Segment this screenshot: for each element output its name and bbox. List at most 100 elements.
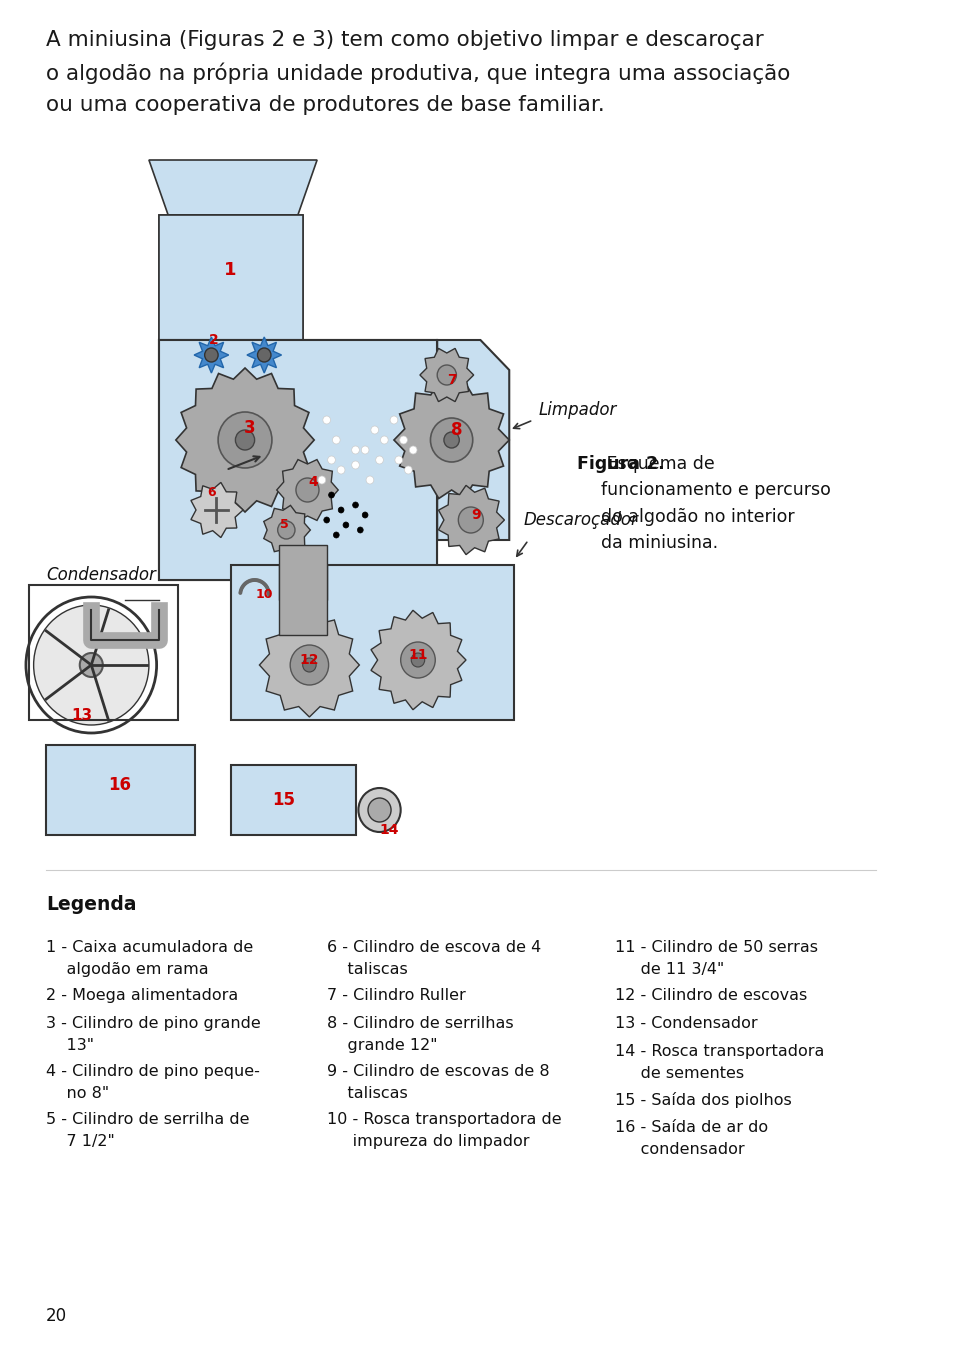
Polygon shape [191,482,243,538]
Circle shape [238,591,242,595]
Circle shape [264,584,268,588]
Circle shape [352,503,358,508]
Circle shape [240,587,244,591]
Text: 12 - Cilindro de escovas: 12 - Cilindro de escovas [615,987,807,1002]
Circle shape [399,436,407,444]
Circle shape [357,527,363,533]
FancyBboxPatch shape [158,340,437,580]
Circle shape [318,475,325,484]
Circle shape [267,590,271,594]
Circle shape [247,579,251,583]
FancyBboxPatch shape [230,765,355,835]
Circle shape [254,577,258,582]
Text: 2 - Moega alimentadora: 2 - Moega alimentadora [46,987,238,1002]
Text: 5 - Cilindro de serrilha de
    7 1/2": 5 - Cilindro de serrilha de 7 1/2" [46,1111,250,1148]
Circle shape [395,456,402,464]
Text: 1: 1 [225,262,237,279]
Text: 6: 6 [207,485,216,498]
Circle shape [390,415,397,424]
Circle shape [430,418,472,462]
Text: 15 - Saída dos piolhos: 15 - Saída dos piolhos [615,1092,792,1109]
Text: 8 - Cilindro de serrilhas
    grande 12": 8 - Cilindro de serrilhas grande 12" [326,1016,514,1053]
Circle shape [324,518,329,523]
Text: 6 - Cilindro de escova de 4
    taliscas: 6 - Cilindro de escova de 4 taliscas [326,940,540,977]
Circle shape [257,349,271,362]
Polygon shape [259,613,359,716]
FancyBboxPatch shape [278,545,326,635]
Text: 7: 7 [446,373,456,387]
Circle shape [244,582,248,586]
Text: 11 - Cilindro de 50 serras
     de 11 3/4": 11 - Cilindro de 50 serras de 11 3/4" [615,940,818,977]
Circle shape [80,652,103,677]
Circle shape [260,580,264,584]
Polygon shape [437,340,509,539]
Circle shape [267,592,271,597]
Circle shape [327,456,335,464]
Text: 16: 16 [108,776,132,794]
Circle shape [296,478,319,503]
Text: 16 - Saída de ar do
     condensador: 16 - Saída de ar do condensador [615,1120,768,1156]
Circle shape [368,798,391,823]
Circle shape [252,577,255,582]
Circle shape [358,789,400,832]
Polygon shape [158,215,302,340]
Text: Descaroçador: Descaroçador [523,511,638,528]
Circle shape [302,658,316,671]
Circle shape [343,522,348,528]
Circle shape [371,426,378,434]
Circle shape [411,652,424,667]
Circle shape [458,507,483,533]
Circle shape [375,456,383,464]
Text: 8: 8 [450,421,462,439]
Text: Figura 2.: Figura 2. [577,455,664,473]
Circle shape [437,365,456,385]
Circle shape [261,582,265,584]
Text: 12: 12 [300,652,319,667]
Circle shape [337,466,345,474]
Circle shape [366,475,373,484]
Circle shape [242,583,246,587]
Circle shape [380,436,388,444]
Circle shape [245,580,249,584]
Polygon shape [176,368,314,512]
Circle shape [249,579,252,583]
Polygon shape [420,349,473,402]
FancyBboxPatch shape [46,745,195,835]
Circle shape [351,445,359,454]
Circle shape [241,584,245,588]
Text: 10 - Rosca transportadora de
     impureza do limpador: 10 - Rosca transportadora de impureza do… [326,1111,562,1148]
FancyBboxPatch shape [230,565,514,720]
FancyBboxPatch shape [278,565,326,601]
FancyBboxPatch shape [158,215,302,340]
Circle shape [267,591,271,595]
Circle shape [240,586,244,590]
Circle shape [256,579,260,583]
Polygon shape [394,381,509,498]
Polygon shape [371,610,466,710]
Text: 4 - Cilindro de pino peque-
    no 8": 4 - Cilindro de pino peque- no 8" [46,1064,260,1100]
Polygon shape [439,485,504,554]
Text: 3: 3 [244,419,255,437]
Circle shape [239,590,243,594]
Circle shape [218,411,272,469]
Circle shape [262,582,266,586]
Circle shape [34,605,149,725]
Text: 13 - Condensador: 13 - Condensador [615,1016,757,1031]
Text: 2: 2 [208,332,218,347]
Circle shape [259,579,263,583]
Text: 13: 13 [71,707,92,722]
Circle shape [204,349,218,362]
Text: 7 - Cilindro Ruller: 7 - Cilindro Ruller [326,987,466,1002]
Polygon shape [264,505,310,554]
Text: 3 - Cilindro de pino grande
    13": 3 - Cilindro de pino grande 13" [46,1016,261,1053]
Circle shape [239,588,243,592]
Circle shape [400,642,435,678]
Circle shape [263,583,267,587]
Circle shape [257,579,261,583]
Polygon shape [194,336,228,373]
Circle shape [328,492,334,498]
Circle shape [265,586,269,590]
Circle shape [351,460,359,469]
Text: Limpador: Limpador [539,400,616,419]
Text: 9: 9 [470,508,480,522]
